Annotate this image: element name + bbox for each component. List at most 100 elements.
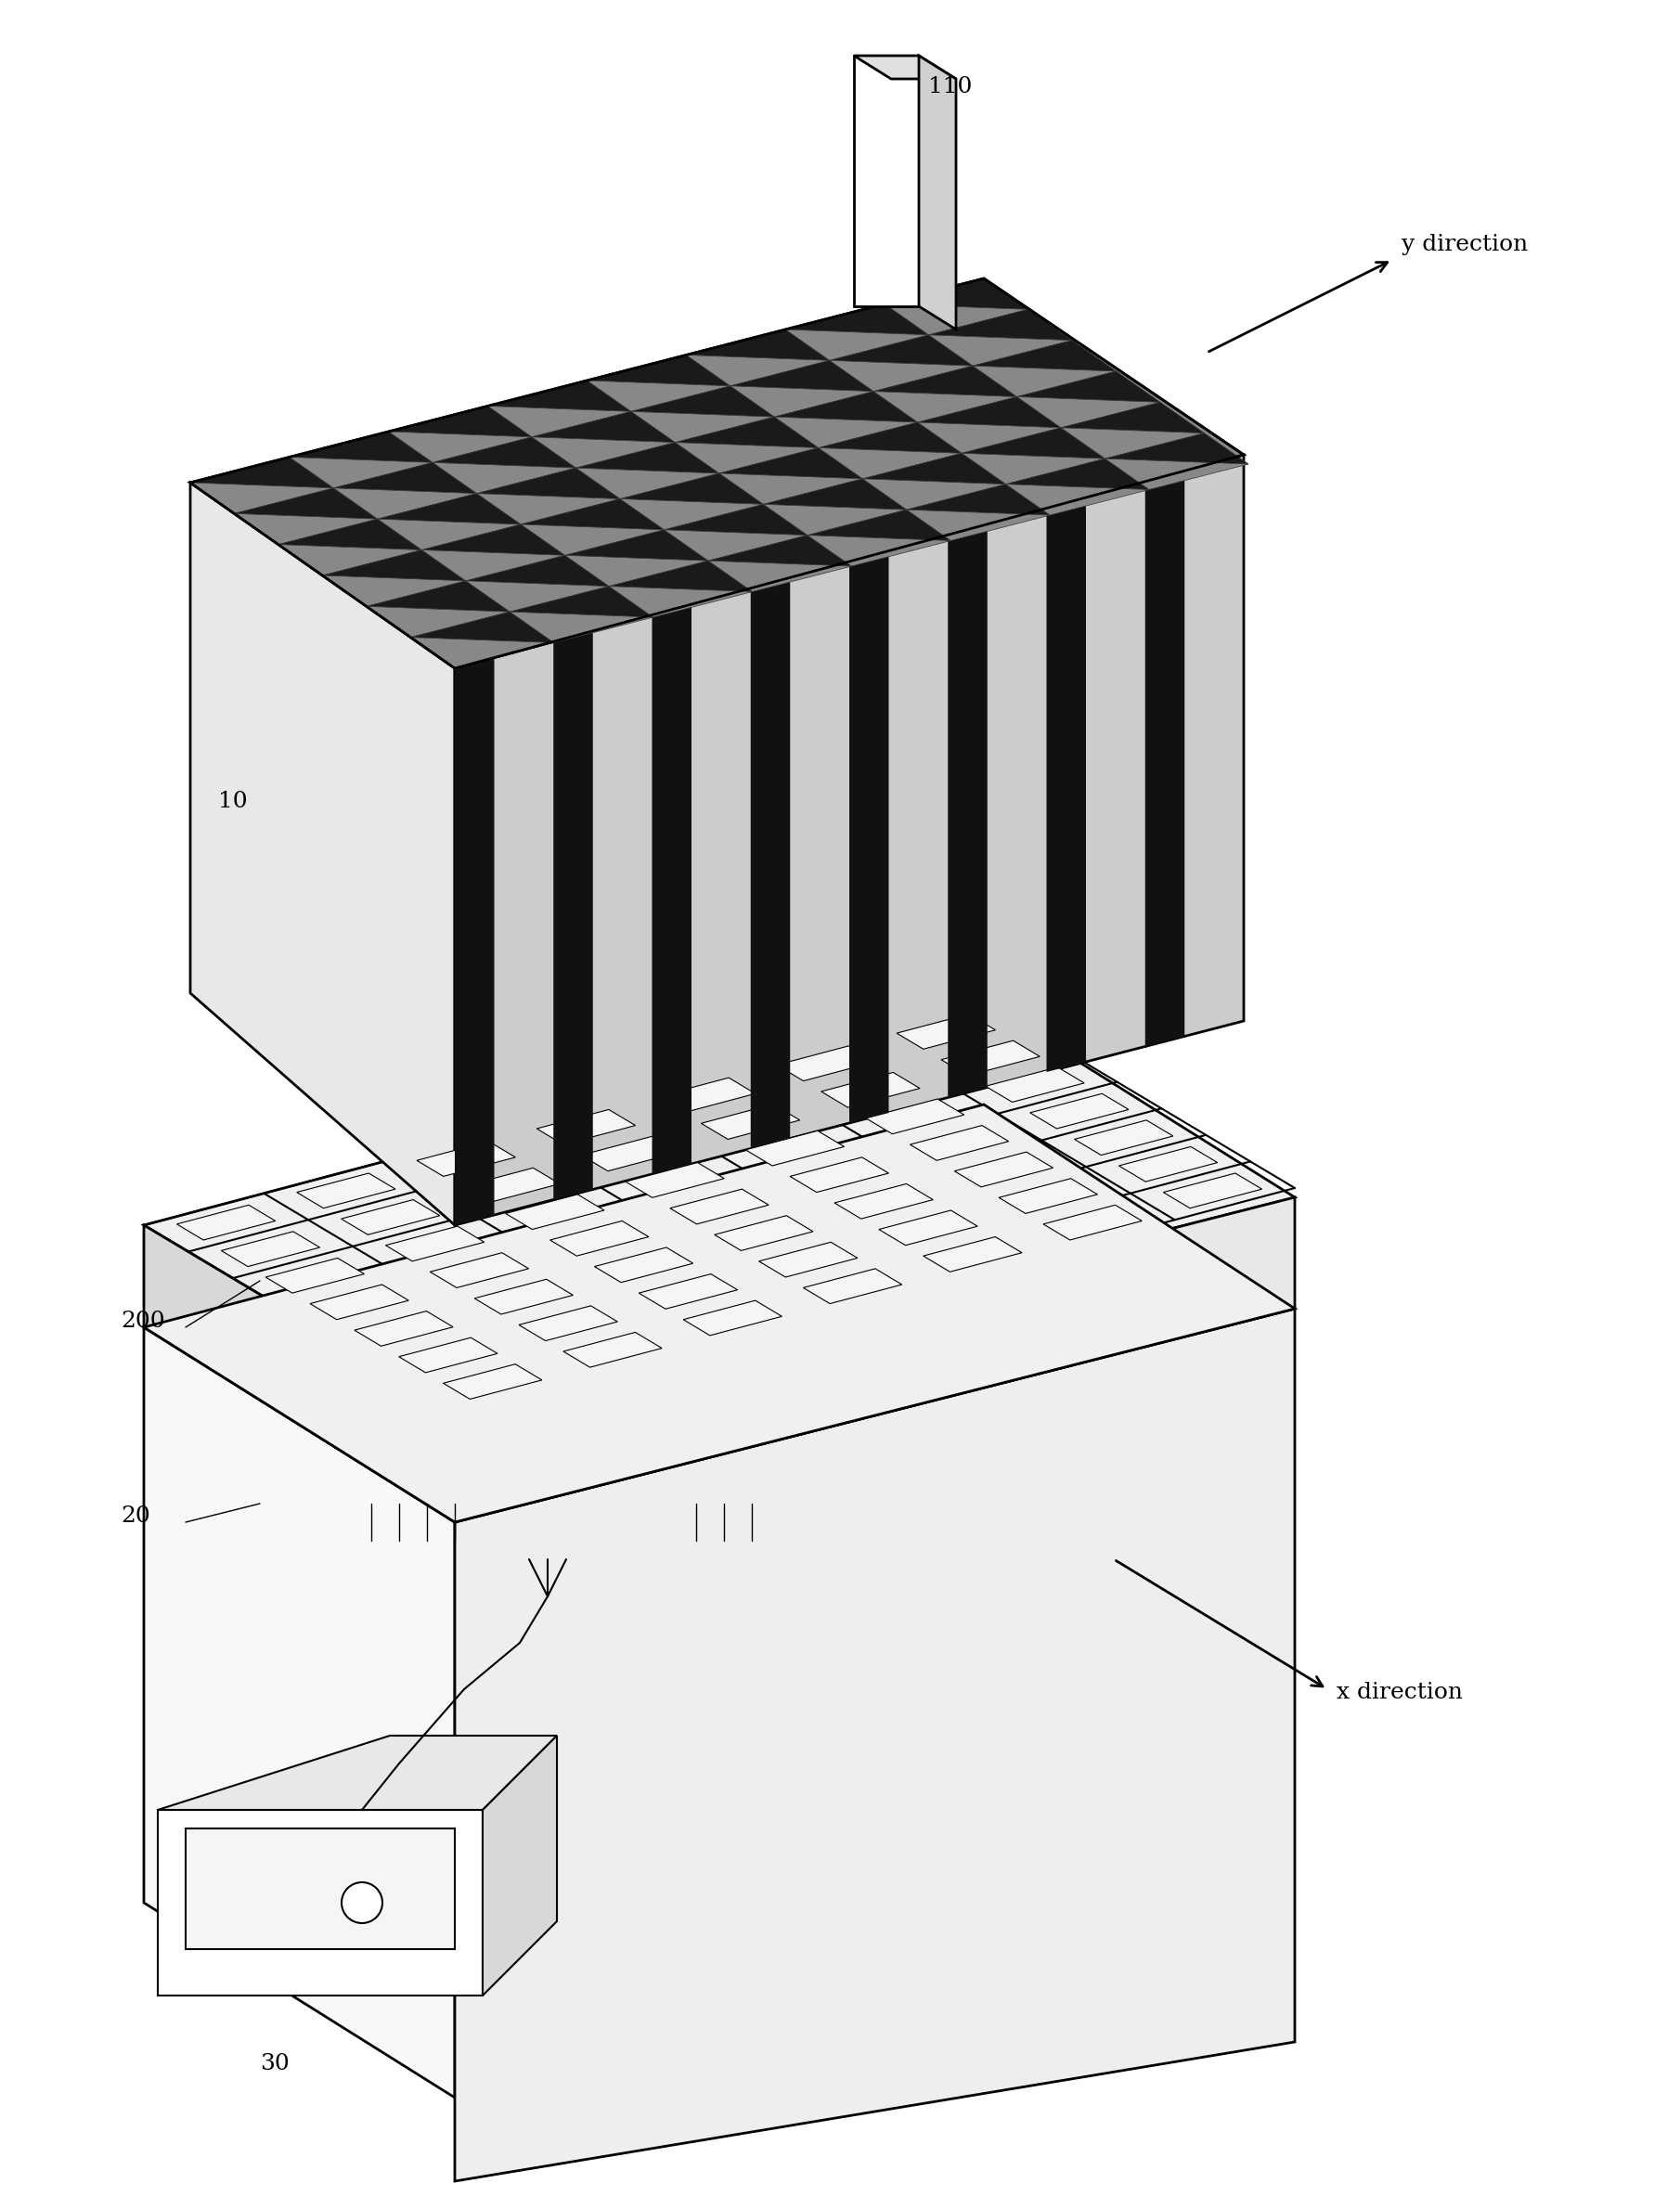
Polygon shape [1062,402,1205,433]
Polygon shape [386,1226,484,1261]
Polygon shape [774,391,917,422]
Polygon shape [378,493,521,524]
Polygon shape [1105,433,1248,464]
Polygon shape [388,431,533,462]
Polygon shape [1163,1173,1262,1208]
Polygon shape [190,482,334,512]
Polygon shape [388,406,533,437]
Polygon shape [684,1301,781,1336]
Polygon shape [222,1233,319,1266]
Polygon shape [487,380,632,411]
Polygon shape [297,1173,395,1208]
Polygon shape [564,554,709,585]
Polygon shape [911,1124,1008,1160]
Polygon shape [907,484,1050,515]
Polygon shape [610,585,753,616]
Polygon shape [1016,371,1161,402]
Polygon shape [576,468,719,499]
Polygon shape [1006,484,1149,515]
Polygon shape [675,442,818,473]
Polygon shape [830,360,973,391]
Polygon shape [790,1158,889,1193]
Polygon shape [719,448,862,479]
Polygon shape [620,499,763,530]
Polygon shape [323,577,465,607]
Polygon shape [144,1226,455,1522]
Polygon shape [1075,1120,1173,1155]
Text: 200: 200 [121,1310,165,1332]
Polygon shape [808,535,951,566]
Polygon shape [433,437,576,468]
Polygon shape [731,387,874,418]
Polygon shape [176,1204,276,1239]
Polygon shape [929,336,1072,367]
Polygon shape [874,391,1016,422]
Polygon shape [853,55,919,307]
Polygon shape [323,550,465,581]
Polygon shape [664,530,808,561]
Polygon shape [885,278,1028,309]
Circle shape [341,1882,383,1924]
Polygon shape [354,1312,454,1345]
Text: 110: 110 [927,75,973,97]
Polygon shape [474,1279,573,1314]
Polygon shape [963,429,1105,459]
Polygon shape [1047,497,1085,1071]
Polygon shape [701,1104,800,1140]
Polygon shape [158,1736,556,1809]
Polygon shape [190,457,334,488]
Polygon shape [417,1142,516,1177]
Polygon shape [685,329,830,360]
Polygon shape [553,632,593,1199]
Polygon shape [657,1078,756,1113]
Polygon shape [625,1162,724,1197]
Polygon shape [144,1104,1295,1522]
Polygon shape [862,453,1006,484]
Polygon shape [511,612,654,643]
Polygon shape [954,1151,1053,1186]
Polygon shape [1146,471,1184,1047]
Polygon shape [581,1135,680,1171]
Polygon shape [477,468,620,499]
Polygon shape [862,479,1006,510]
Polygon shape [763,479,907,510]
Text: 30: 30 [260,2052,289,2074]
Polygon shape [1119,1146,1218,1182]
Polygon shape [610,561,753,592]
Polygon shape [818,422,963,453]
Polygon shape [924,1237,1021,1272]
Polygon shape [422,524,564,554]
Polygon shape [986,1067,1084,1102]
Polygon shape [536,1109,635,1144]
Polygon shape [455,1197,1295,1522]
Polygon shape [511,585,654,616]
Text: 20: 20 [121,1507,150,1526]
Polygon shape [808,510,951,541]
Polygon shape [366,607,511,638]
Polygon shape [786,305,929,336]
Polygon shape [719,473,862,504]
Polygon shape [897,1014,996,1049]
Polygon shape [731,360,874,391]
Polygon shape [685,356,830,387]
Polygon shape [190,278,1243,669]
Polygon shape [595,1248,694,1283]
Polygon shape [533,437,675,468]
Polygon shape [158,1809,482,1995]
Polygon shape [265,1259,365,1292]
Polygon shape [638,1275,738,1310]
Polygon shape [506,1195,605,1230]
Polygon shape [477,493,620,524]
Polygon shape [289,431,433,462]
Polygon shape [1043,1204,1142,1239]
Polygon shape [885,305,1028,336]
Polygon shape [563,1332,662,1367]
Polygon shape [185,1829,455,1948]
Polygon shape [763,504,907,535]
Polygon shape [1016,398,1161,429]
Polygon shape [465,581,610,612]
Polygon shape [519,1306,618,1341]
Polygon shape [652,605,692,1175]
Polygon shape [465,554,610,585]
Polygon shape [430,1253,529,1288]
